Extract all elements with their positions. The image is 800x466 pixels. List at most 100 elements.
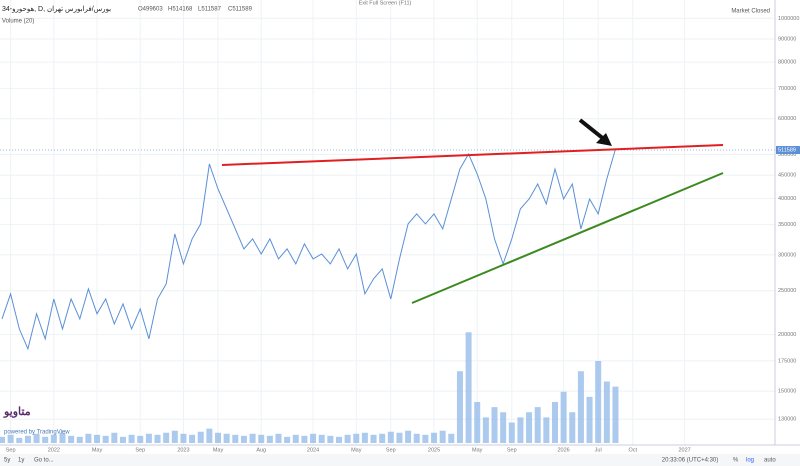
volume-bar	[24, 435, 31, 443]
x-tick-label: 2025	[428, 447, 440, 453]
volume-bar	[310, 433, 317, 443]
volume-bar	[223, 433, 230, 443]
volume-bar	[474, 402, 481, 443]
volume-bar	[569, 412, 576, 443]
x-tick-label: 2022	[48, 447, 60, 453]
y-tick-label: 130000	[778, 417, 796, 423]
arrow-shaft	[578, 118, 607, 142]
ohlc-low: L511587	[198, 7, 222, 13]
volume-bar	[266, 435, 273, 443]
y-tick-label: 1000000	[778, 16, 799, 22]
y-tick-label: 500000	[778, 152, 796, 158]
volume-bar	[240, 435, 247, 443]
y-tick-label: 700000	[778, 86, 796, 92]
volume-bar	[16, 437, 23, 443]
volume-bar	[7, 434, 14, 443]
volume-bar	[301, 435, 308, 443]
ohlc-high: H514168	[168, 7, 193, 13]
y-tick-label: 800000	[778, 60, 796, 66]
plot	[0, 148, 775, 351]
resistance-trendline	[221, 144, 724, 166]
fullscreen-button[interactable]: Exit Full Screen (F11)	[359, 0, 412, 6]
volume-bar	[111, 432, 118, 443]
support-trendline	[411, 172, 724, 304]
y-tick-label: 350000	[778, 222, 796, 228]
market-status: Market Closed	[731, 9, 770, 15]
volume-bar	[517, 417, 524, 443]
x-tick-label: May	[92, 447, 103, 453]
y-tick-label: 200000	[778, 332, 796, 338]
volume-bar	[102, 435, 109, 443]
volume-bar	[379, 433, 386, 443]
volume-bar	[448, 433, 455, 443]
grid	[0, 0, 775, 445]
y-tick-label: 900000	[778, 36, 796, 42]
volume-bar	[68, 435, 75, 443]
volume-bar	[33, 433, 40, 443]
volume-bar	[258, 434, 265, 443]
brand-logo: متاویو	[3, 406, 31, 418]
x-tick-label: Sep	[386, 447, 396, 453]
ohlc-open: O499603	[138, 7, 163, 13]
volume-bar	[500, 412, 507, 443]
y-tick-label: 400000	[778, 196, 796, 202]
toolbar	[0, 454, 800, 466]
volume-bar	[595, 361, 602, 443]
volume-bar	[344, 434, 351, 443]
volume-bar	[249, 433, 256, 443]
volume-bar	[551, 402, 558, 443]
volume-bar	[353, 433, 360, 443]
volume-bar	[413, 433, 420, 443]
volume-bar	[612, 386, 619, 443]
volume-bar	[215, 432, 222, 443]
volume-bar	[560, 391, 567, 443]
volume-bar	[431, 432, 438, 443]
x-tick-label: 2027	[678, 447, 690, 453]
y-tick-label: 250000	[778, 288, 796, 294]
x-tick-label: Sep	[135, 447, 145, 453]
ohlc-close: C511589	[228, 7, 253, 13]
volume-bars	[0, 332, 619, 443]
volume-bar	[154, 434, 161, 443]
x-tick-label: Sep	[6, 447, 16, 453]
volume-bar	[59, 432, 66, 443]
volume-bar	[171, 430, 178, 443]
goto-button[interactable]: Go to...	[34, 458, 54, 464]
volume-bar	[482, 417, 489, 443]
volume-bar	[206, 428, 213, 443]
volume-bar	[361, 432, 368, 443]
percent-button[interactable]: %	[733, 458, 739, 464]
x-tick-label: Jul	[595, 447, 602, 453]
volume-bar	[439, 430, 446, 443]
volume-bar	[526, 412, 533, 443]
y-tick-label: 175000	[778, 358, 796, 364]
x-tick-label: May	[213, 447, 224, 453]
volume-bar	[543, 417, 550, 443]
volume-bar	[577, 371, 584, 443]
volume-bar	[119, 436, 126, 443]
volume-bar	[76, 436, 83, 443]
volume-bar	[292, 434, 299, 443]
volume-bar	[318, 434, 325, 443]
volume-bar	[128, 434, 135, 443]
x-tick-label: Aug	[256, 447, 266, 453]
volume-bar	[534, 407, 541, 443]
log-button[interactable]: log	[746, 458, 754, 464]
volume-bar	[405, 430, 412, 443]
x-tick-label: Oct	[628, 447, 637, 453]
y-tick-label: 300000	[778, 252, 796, 258]
volume-bar	[586, 396, 593, 443]
volume-bar	[180, 433, 187, 443]
volume-bar	[335, 436, 342, 443]
range-button[interactable]: 1y	[18, 458, 24, 464]
x-tick-label: May	[472, 447, 483, 453]
volume-bar	[275, 433, 282, 443]
last-price-tag	[776, 146, 800, 155]
volume-bar	[197, 431, 204, 443]
auto-button[interactable]: auto	[764, 458, 776, 464]
range-button[interactable]: 5y	[4, 458, 10, 464]
volume-bar	[163, 432, 170, 443]
last-price-label: 511589	[778, 147, 796, 153]
volume-bar	[491, 407, 498, 443]
